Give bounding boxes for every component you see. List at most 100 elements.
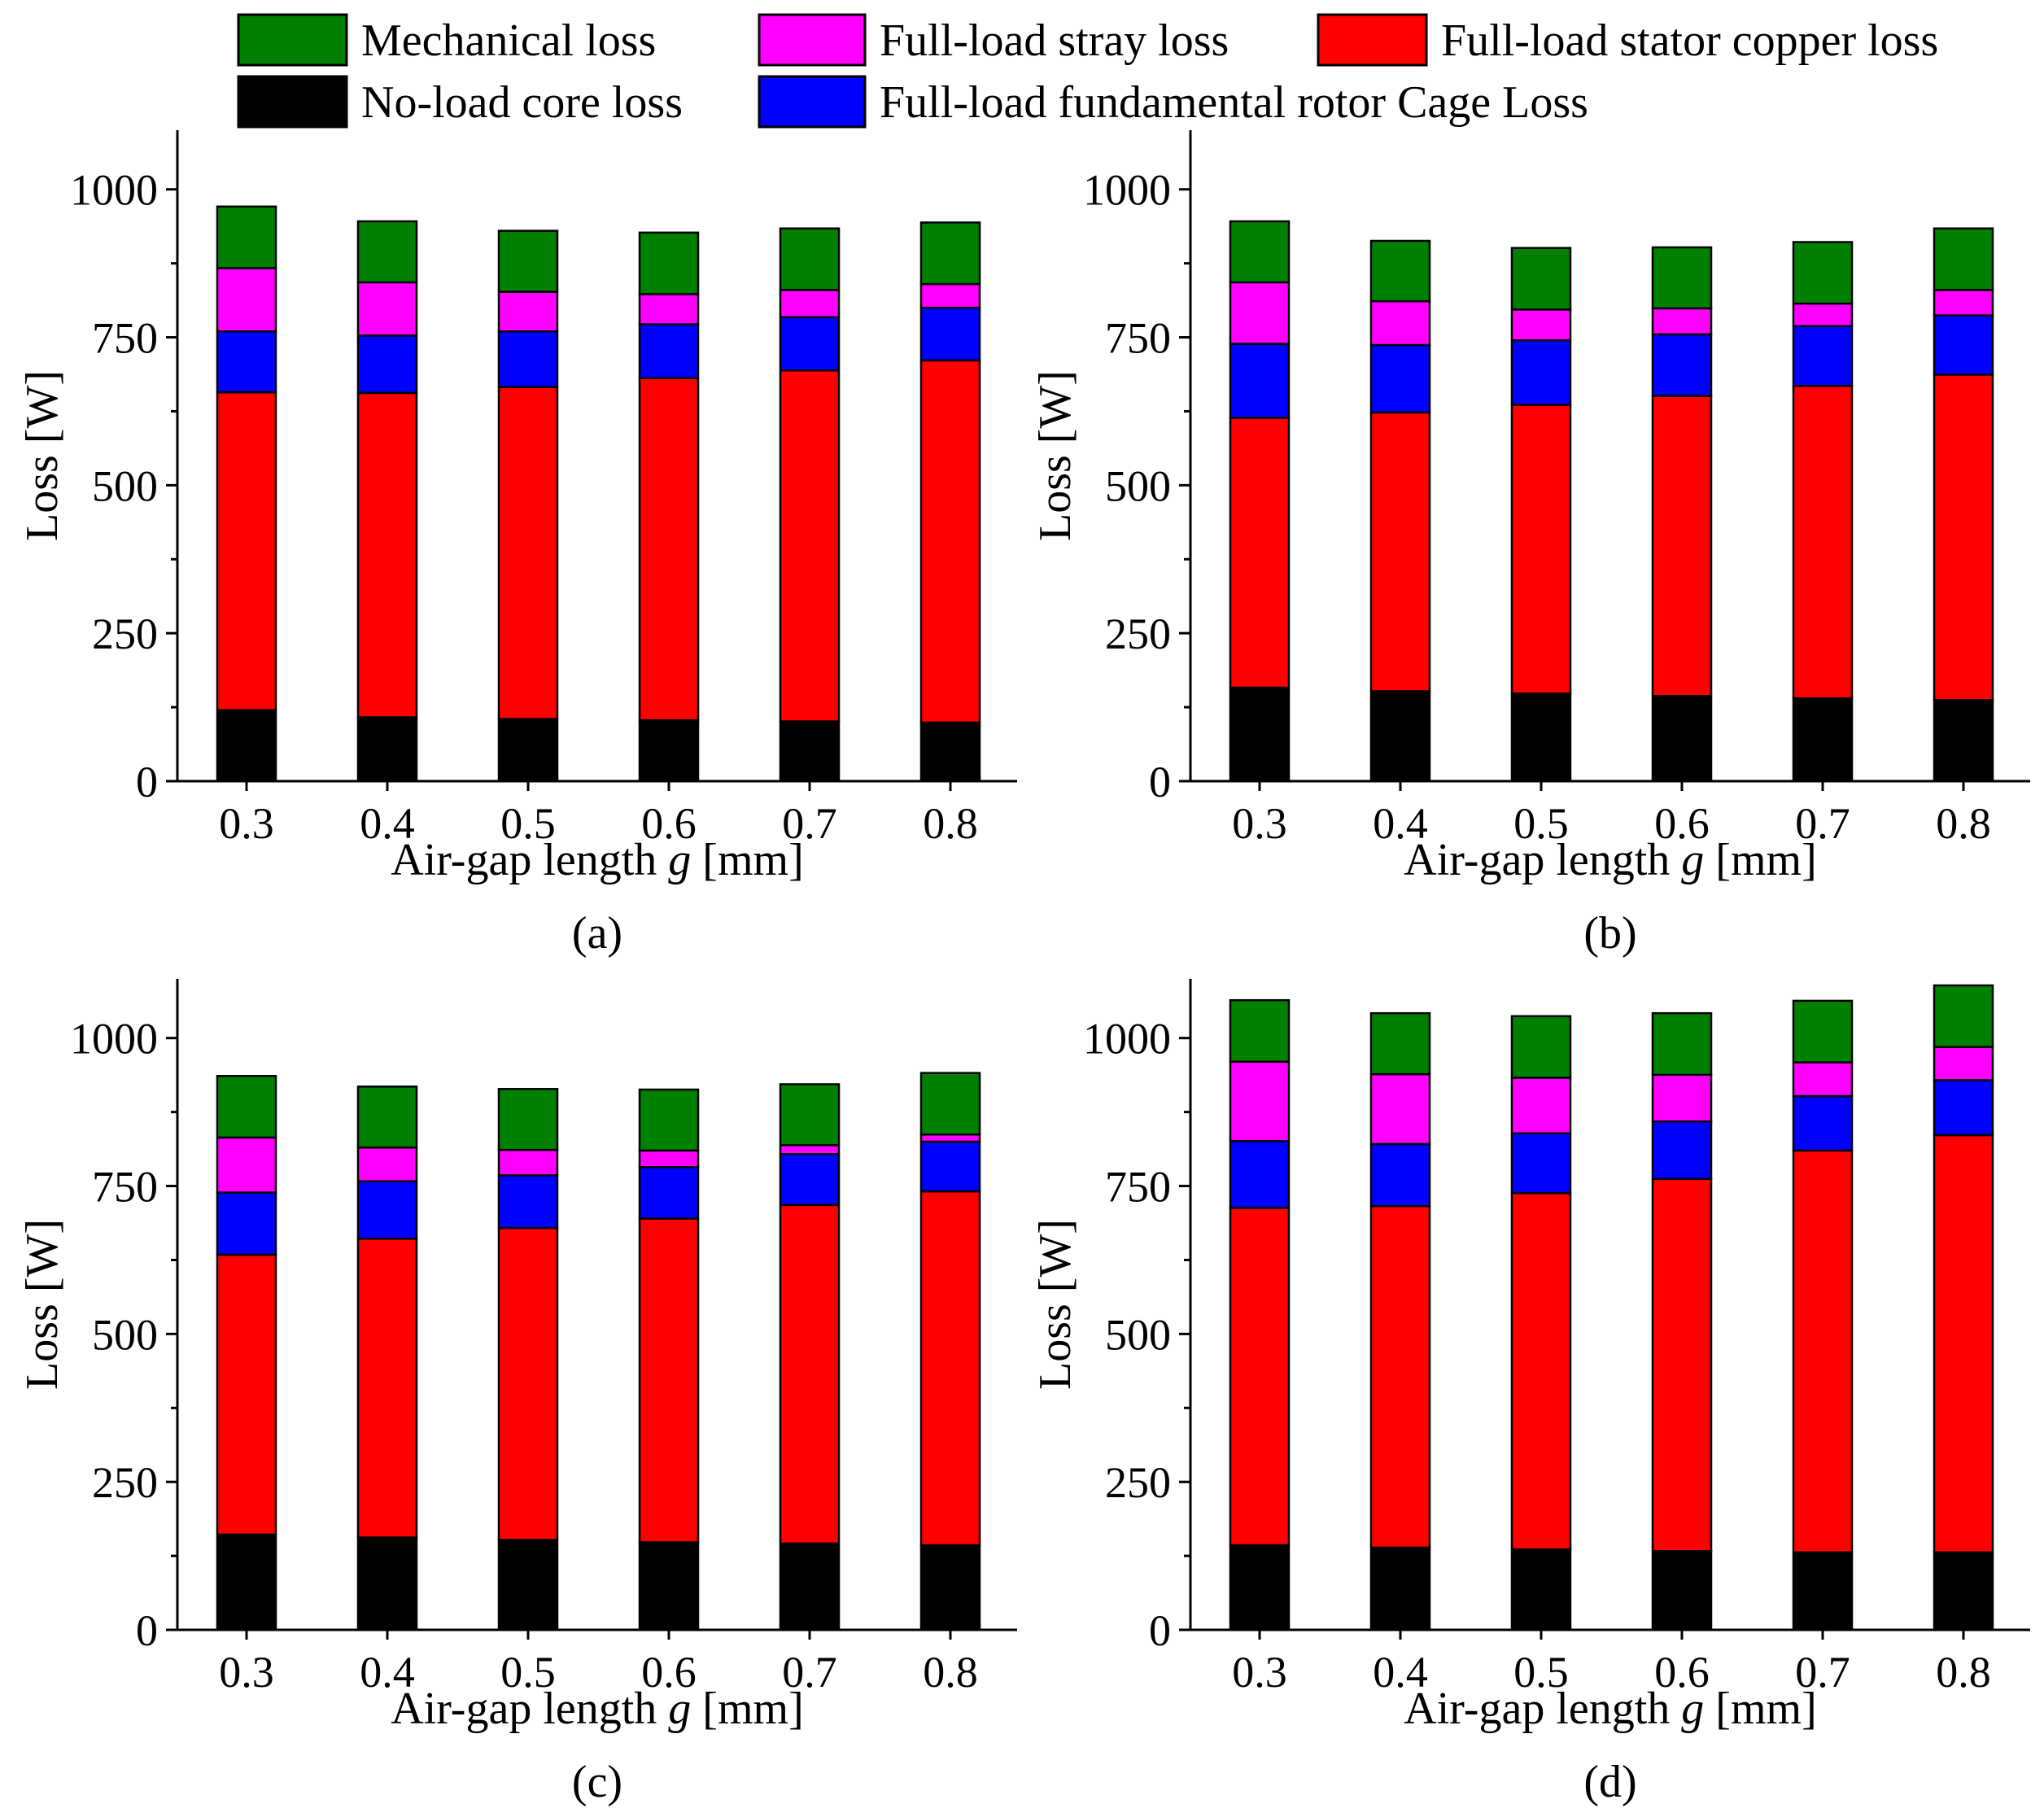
bar-segment-stray-0.3 [216,1136,277,1194]
bar-segment-rotor-0.6 [638,1166,700,1220]
x-axis-title-prefix: Air-gap length [391,1684,668,1734]
bar-segment-rotor-0.5 [1510,1132,1572,1195]
bar-segment-stator-0.7 [1792,1149,1854,1553]
bar-segment-stray-0.6 [1651,1073,1713,1123]
y-tick-label: 250 [92,1458,158,1507]
bar-segment-core-0.5 [1510,692,1572,783]
x-tick-label: 0.4 [360,799,415,848]
bar-segment-mech-0.6 [1651,246,1713,310]
y-tick-label: 250 [92,609,158,658]
bar-segment-stray-0.6 [638,293,700,325]
bar-segment-stray-0.4 [356,281,418,337]
x-tick-label: 0.5 [1513,799,1569,848]
bar-segment-stator-0.5 [497,386,559,720]
bar-segment-core-0.6 [638,719,700,783]
x-tick-label: 0.8 [923,799,978,848]
chart-panel-c: 0.3 0.4 0.5 0.6 0.7 0.8 0 250 500 750 1000 Loss [W]… [17,979,1017,1807]
bar-segment-mech-0.3 [1229,220,1291,284]
x-axis-title-variable: g [1681,835,1704,885]
y-tick-label: 250 [1105,1458,1171,1507]
bar-segment-core-0.4 [356,1536,418,1631]
x-axis-title: Air-gap length g [mm] [391,835,803,885]
x-axis-title: Air-gap length g [mm] [1404,1684,1816,1734]
bar-segment-mech-0.8 [919,1072,981,1136]
bar-segment-stray-0.7 [779,289,841,319]
x-tick-label: 0.3 [1232,799,1287,848]
x-tick-label: 0.6 [1654,1648,1710,1697]
bar-segment-core-0.5 [497,718,559,783]
bar-segment-stator-0.3 [1229,417,1291,689]
bar-segment-mech-0.6 [1651,1011,1713,1077]
bar-segment-stator-0.7 [779,369,841,723]
bar-segment-core-0.5 [497,1539,559,1631]
x-axis-title-prefix: Air-gap length [391,835,668,885]
bar-segment-stray-0.5 [497,290,559,333]
bar-segment-mech-0.7 [1792,241,1854,305]
bar-segment-stator-0.3 [216,1253,277,1536]
legend-label-core: No-load core loss [361,77,683,128]
bar-segment-core-0.7 [1792,697,1854,783]
panel-label: (c) [572,1757,622,1807]
x-tick-label: 0.3 [219,1648,274,1697]
bar-segment-rotor-0.4 [1369,343,1431,414]
bar-segment-stator-0.4 [356,391,418,719]
x-tick-label: 0.4 [1373,1648,1428,1697]
bar-segment-rotor-0.3 [216,330,277,394]
bar-segment-stator-0.3 [216,391,277,711]
x-tick-label: 0.8 [923,1648,978,1697]
chart-panel-d: 0.3 0.4 0.5 0.6 0.7 0.8 0 250 500 750 1000 Loss [W]… [1030,979,2030,1807]
x-tick-label: 0.3 [219,799,274,848]
bar-segment-stray-0.6 [638,1149,700,1168]
bar-segment-mech-0.4 [356,1085,418,1149]
x-axis-title-prefix: Air-gap length [1404,835,1681,885]
x-tick-label: 0.4 [360,1648,415,1697]
chart-panel-b: 0.3 0.4 0.5 0.6 0.7 0.8 0 250 500 750 1000 Loss [W]… [1030,130,2030,959]
bar-segment-mech-0.4 [1369,1011,1431,1076]
bar-segment-core-0.5 [1510,1548,1572,1631]
bar-segment-rotor-0.7 [779,316,841,372]
bar-segment-mech-0.8 [1933,227,1994,291]
bar-segment-mech-0.7 [1792,999,1854,1064]
x-tick-label: 0.5 [1513,1648,1569,1697]
bar-segment-core-0.4 [1369,1546,1431,1631]
x-tick-label: 0.5 [500,1648,556,1697]
x-tick-label: 0.7 [1795,1648,1850,1697]
bar-segment-mech-0.6 [638,1088,700,1152]
bar-segment-mech-0.6 [638,231,700,295]
x-axis-title: Air-gap length g [mm] [391,1684,803,1734]
bar-segment-rotor-0.8 [919,1140,981,1193]
bar-segment-mech-0.5 [1510,1015,1572,1079]
y-tick-label: 1000 [70,166,158,215]
bar-segment-core-0.3 [216,1533,277,1631]
bar-segment-mech-0.3 [216,1075,277,1139]
legend-label-stator-copper: Full-load stator copper loss [1441,15,1938,66]
x-tick-label: 0.7 [782,1648,837,1697]
bar-segment-core-0.8 [919,721,981,783]
y-axis-title: Loss [W] [1030,1219,1081,1390]
bar-segment-stray-0.3 [1229,1060,1291,1142]
y-axis-title: Loss [W] [1030,370,1081,541]
legend-swatch-core [237,75,348,129]
bar-segment-stator-0.4 [1369,1205,1431,1549]
bar-segment-stray-0.5 [497,1148,559,1177]
bar-segment-stator-0.6 [638,377,700,722]
bar-segment-rotor-0.8 [919,306,981,362]
x-axis-title-prefix: Air-gap length [1404,1684,1681,1734]
bar-segment-stray-0.3 [1229,281,1291,345]
bar-segment-rotor-0.5 [497,1174,559,1230]
bar-segment-rotor-0.3 [1229,343,1291,419]
bar-segment-rotor-0.4 [356,1180,418,1240]
legend-swatch-rotor-cage [758,75,867,129]
x-tick-label: 0.5 [500,799,556,848]
bar-segment-stray-0.4 [1369,1072,1431,1146]
y-tick-label: 1000 [1083,166,1171,215]
bar-segment-stray-0.8 [919,1133,981,1143]
bar-segment-rotor-0.3 [216,1191,277,1256]
x-axis-title-suffix: [mm] [691,835,803,885]
x-tick-label: 0.3 [1232,1648,1287,1697]
y-tick-label: 250 [1105,609,1171,658]
bar-segment-core-0.8 [919,1544,981,1631]
bar-segment-rotor-0.7 [1792,325,1854,387]
bar-segment-core-0.4 [1369,690,1431,783]
